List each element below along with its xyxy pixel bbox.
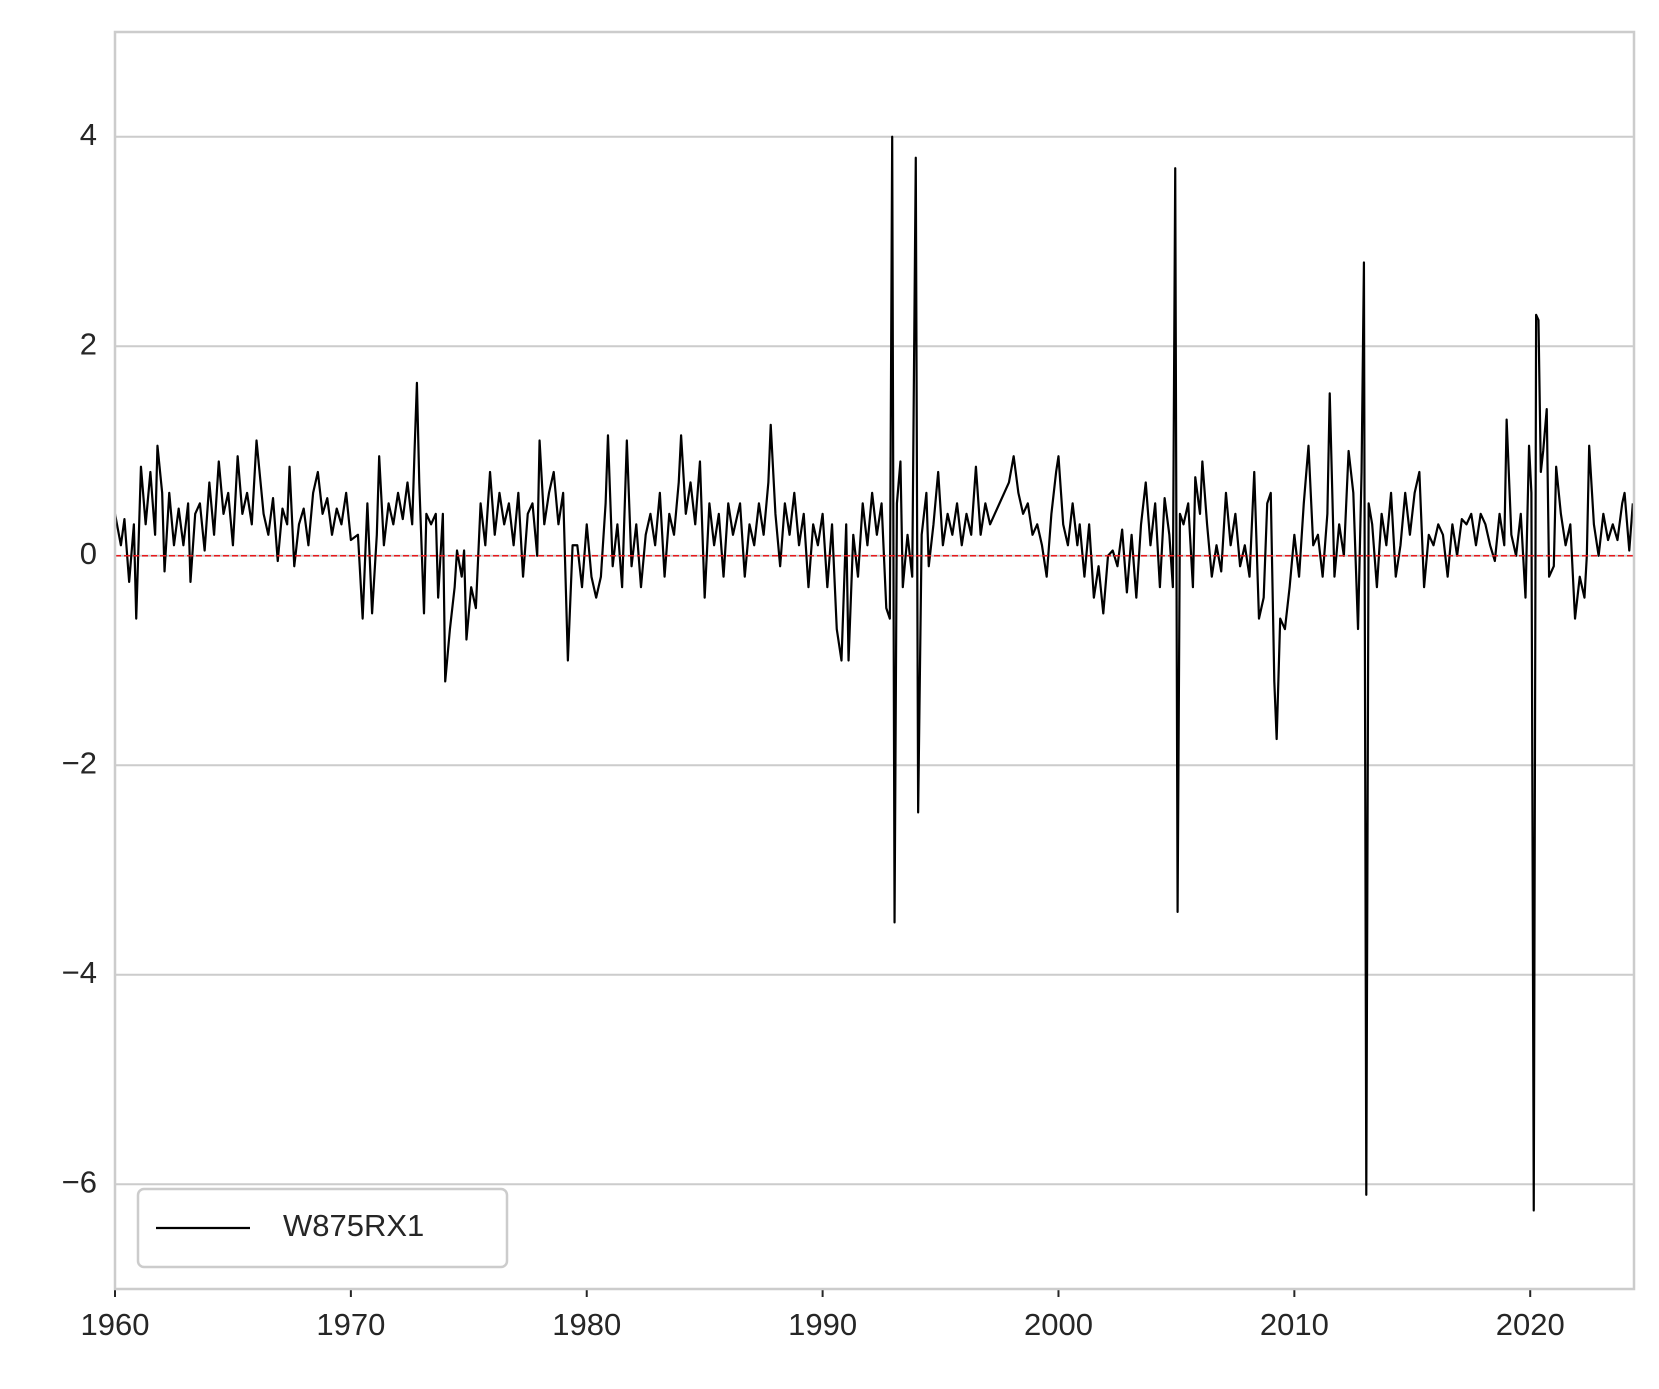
- data-line: [115, 135, 1634, 1212]
- x-tick-label: 1960: [81, 1307, 150, 1342]
- y-tick-label: 4: [80, 117, 97, 152]
- y-tick-label: −6: [62, 1164, 97, 1199]
- x-tick-label: 1990: [788, 1307, 857, 1342]
- y-tick-label: −2: [62, 745, 97, 780]
- y-tick-label: −4: [62, 955, 97, 990]
- x-tick-label: 2010: [1260, 1307, 1329, 1342]
- y-tick-label: 0: [80, 536, 97, 571]
- legend-label: W875RX1: [283, 1208, 424, 1243]
- legend: W875RX1: [136, 1187, 509, 1269]
- x-tick-label: 1980: [552, 1307, 621, 1342]
- x-tick-label: 2000: [1024, 1307, 1093, 1342]
- plot-frame: [113, 30, 1636, 1291]
- y-tick-label: 2: [80, 326, 97, 361]
- plot-background: [115, 32, 1634, 1289]
- legend-box: [136, 1187, 509, 1269]
- x-tick-label: 2020: [1496, 1307, 1565, 1342]
- x-tick-label: 1970: [316, 1307, 385, 1342]
